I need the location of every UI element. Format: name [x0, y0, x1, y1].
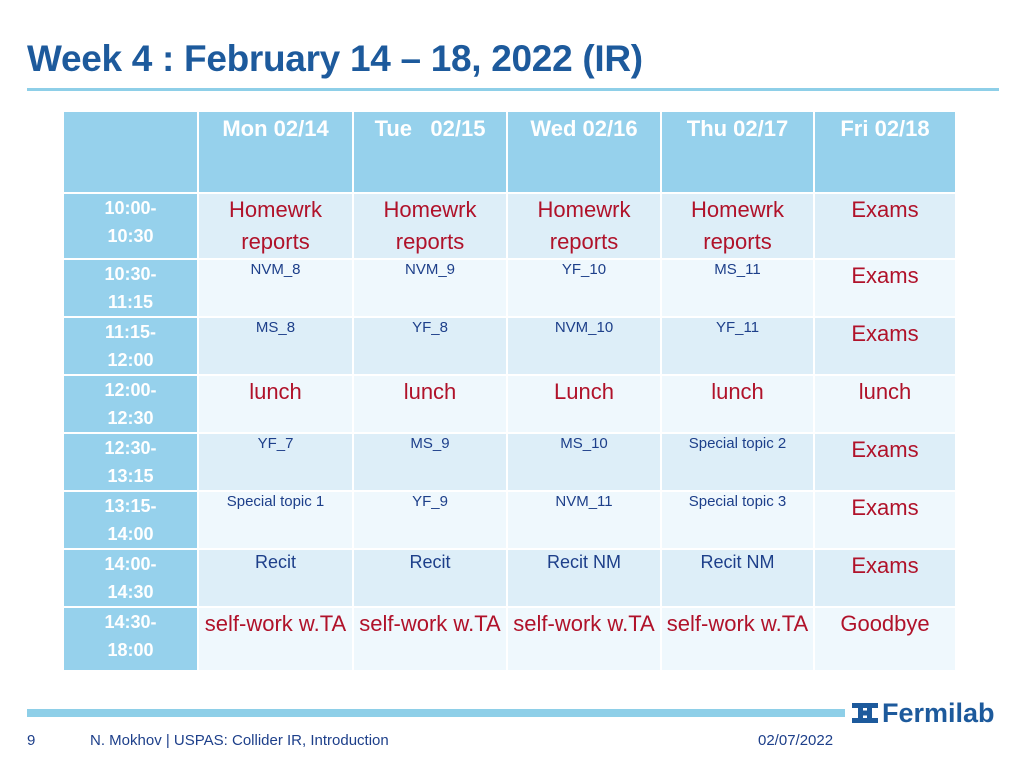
schedule-cell: lunch [813, 374, 957, 434]
table-row: 14:30- 18:00 self-work w.TA self-work w.T… [62, 606, 957, 672]
schedule-cell: MS_11 [660, 258, 815, 318]
day-header: Fri 02/18 [813, 110, 957, 194]
table-row: 11:15- 12:00 MS_8 YF_8 NVM_10 YF_11 Exams [62, 316, 957, 376]
schedule-cell: MS_8 [197, 316, 354, 376]
table-row: 10:00- 10:30 Homewrk reports Homewrk repo… [62, 192, 957, 260]
schedule-cell: Exams [813, 258, 957, 318]
schedule-cell: MS_10 [506, 432, 662, 492]
schedule-cell: Homewrk reports [660, 192, 815, 260]
schedule-cell: lunch [660, 374, 815, 434]
schedule-table: Mon 02/14 Tue 02/15 Wed 02/16 Thu 02/17 … [62, 110, 957, 672]
time-slot: 14:30- 18:00 [62, 606, 199, 672]
schedule-cell: YF_9 [352, 490, 508, 550]
schedule-cell: NVM_9 [352, 258, 508, 318]
schedule-cell: Recit NM [660, 548, 815, 608]
table-row: 14:00- 14:30 Recit Recit Recit NM Recit N… [62, 548, 957, 608]
schedule-cell: Exams [813, 548, 957, 608]
schedule-cell: Special topic 2 [660, 432, 815, 492]
schedule-cell: Recit NM [506, 548, 662, 608]
header-row: Mon 02/14 Tue 02/15 Wed 02/16 Thu 02/17 … [62, 110, 957, 194]
time-slot: 12:30- 13:15 [62, 432, 199, 492]
fermilab-logo-icon [852, 700, 878, 726]
schedule-cell: Special topic 1 [197, 490, 354, 550]
schedule-cell: Exams [813, 192, 957, 260]
schedule-cell: self-work w.TA [506, 606, 662, 672]
schedule-cell: lunch [352, 374, 508, 434]
schedule-cell: Exams [813, 490, 957, 550]
schedule-cell: YF_7 [197, 432, 354, 492]
schedule-cell: self-work w.TA [197, 606, 354, 672]
footer-bar [27, 709, 845, 717]
fermilab-logo: Fermilab [852, 695, 995, 731]
schedule-cell: self-work w.TA [352, 606, 508, 672]
schedule-cell: NVM_11 [506, 490, 662, 550]
schedule-cell: Goodbye [813, 606, 957, 672]
day-header: Thu 02/17 [660, 110, 815, 194]
schedule-cell: Homewrk reports [352, 192, 508, 260]
time-slot: 11:15- 12:00 [62, 316, 199, 376]
schedule-cell: MS_9 [352, 432, 508, 492]
schedule-cell: lunch [197, 374, 354, 434]
schedule-cell: YF_8 [352, 316, 508, 376]
schedule-cell: Homewrk reports [197, 192, 354, 260]
day-header: Mon 02/14 [197, 110, 354, 194]
footer-author: N. Mokhov | USPAS: Collider IR, Introduc… [90, 732, 389, 749]
schedule-cell: Homewrk reports [506, 192, 662, 260]
schedule-cell: Exams [813, 432, 957, 492]
time-slot: 14:00- 14:30 [62, 548, 199, 608]
schedule-cell: NVM_8 [197, 258, 354, 318]
schedule-cell: Special topic 3 [660, 490, 815, 550]
table-row: 10:30- 11:15 NVM_8 NVM_9 YF_10 MS_11 Exam… [62, 258, 957, 318]
table-row: 12:00- 12:30 lunch lunch Lunch lunch lunc… [62, 374, 957, 434]
title-underline [27, 88, 999, 91]
footer-date: 02/07/2022 [758, 732, 834, 749]
logo-text: Fermilab [882, 697, 995, 728]
schedule-cell: Exams [813, 316, 957, 376]
schedule-cell: Recit [352, 548, 508, 608]
schedule-cell: YF_11 [660, 316, 815, 376]
schedule-cell: NVM_10 [506, 316, 662, 376]
day-header: Wed 02/16 [506, 110, 662, 194]
schedule-cell: Recit [197, 548, 354, 608]
time-slot: 13:15- 14:00 [62, 490, 199, 550]
schedule-cell: Lunch [506, 374, 662, 434]
table-row: 12:30- 13:15 YF_7 MS_9 MS_10 Special topi… [62, 432, 957, 492]
page-number: 9 [27, 732, 36, 749]
day-header: Tue 02/15 [352, 110, 508, 194]
slide-title: Week 4 : February 14 – 18, 2022 (IR) [27, 38, 643, 79]
table-row: 13:15- 14:00 Special topic 1 YF_9 NVM_11 … [62, 490, 957, 550]
time-slot: 10:30- 11:15 [62, 258, 199, 318]
corner-cell [62, 110, 199, 194]
time-slot: 12:00- 12:30 [62, 374, 199, 434]
schedule-cell: YF_10 [506, 258, 662, 318]
schedule-cell: self-work w.TA [660, 606, 815, 672]
time-slot: 10:00- 10:30 [62, 192, 199, 260]
